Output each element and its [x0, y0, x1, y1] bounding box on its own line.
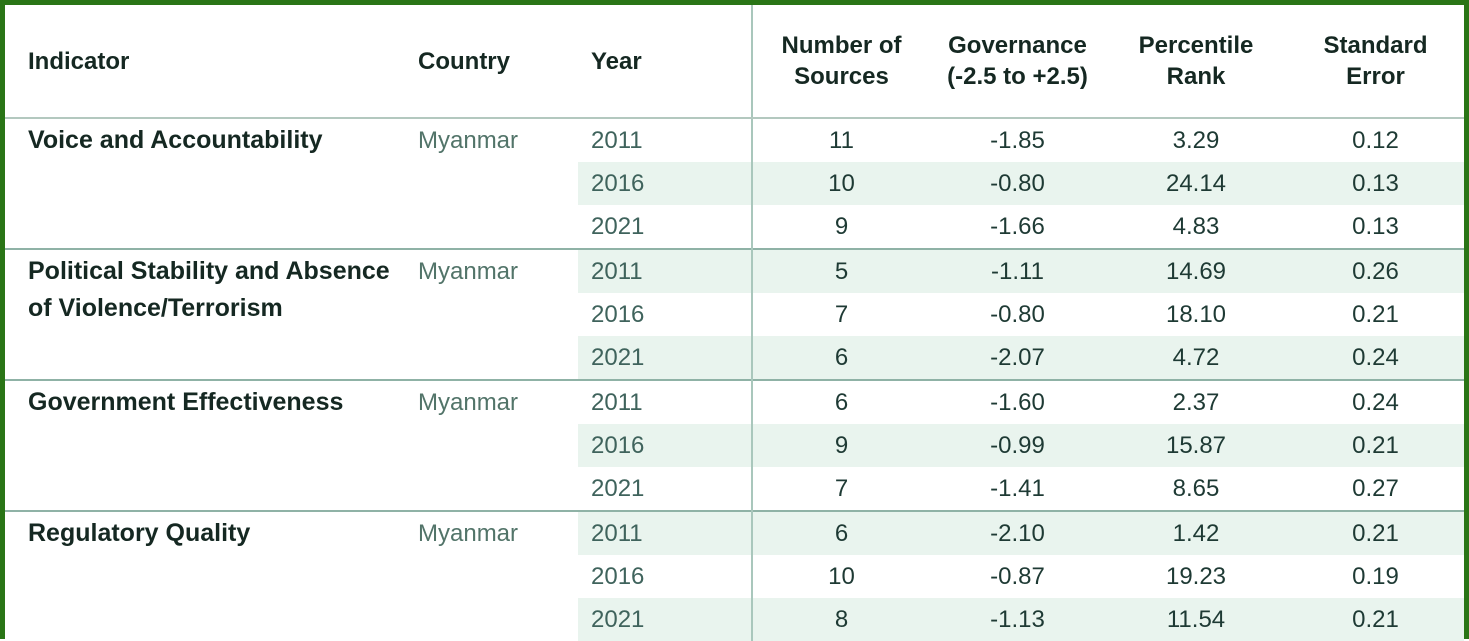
col-header-percentile-line2: Rank	[1166, 63, 1226, 90]
year-cell: 2016	[578, 162, 753, 205]
header-row: Indicator Country Year Number of Sources…	[5, 5, 1464, 119]
col-header-year: Year	[578, 5, 753, 119]
col-header-standard-error: Standard Error	[1287, 5, 1464, 119]
stderr-cell: 0.21	[1287, 598, 1464, 641]
governance-indicators-table: Indicator Country Year Number of Sources…	[5, 5, 1464, 641]
sources-cell: 8	[752, 598, 930, 641]
percentile-cell: 1.42	[1105, 510, 1287, 555]
stderr-cell: 0.21	[1287, 424, 1464, 467]
year-cell: 2021	[578, 205, 753, 249]
col-header-governance-line1: Governance	[948, 32, 1087, 59]
sources-cell: 10	[828, 562, 855, 590]
stderr-cell: 0.24	[1287, 336, 1464, 380]
year-cell: 2016	[578, 293, 753, 336]
year-cell: 2021	[578, 336, 753, 380]
col-header-country: Country	[410, 5, 578, 119]
percentile-cell: 24.14	[1105, 162, 1287, 205]
col-header-sources-line1: Number of	[781, 32, 902, 59]
sources-cell: 10	[752, 162, 930, 205]
stderr-cell: 0.13	[1352, 212, 1399, 240]
table-row: 2021 8 -1.13 11.54 0.21	[5, 598, 1464, 641]
governance-cell: -0.99	[930, 424, 1105, 467]
table-row: 2016 10 -0.80 24.14 0.13	[5, 162, 1464, 205]
percentile-cell: 11.54	[1105, 598, 1287, 641]
col-header-indicator: Indicator	[5, 5, 410, 119]
year-cell: 2011	[578, 379, 753, 424]
indicator-cell: Regulatory Quality	[5, 510, 410, 641]
table-row: 2021 6 -2.07 4.72 0.24	[5, 336, 1464, 380]
table-row: Political Stability and Absence of Viole…	[5, 248, 1464, 380]
stderr-cell: 0.21	[1352, 300, 1399, 328]
governance-cell: -0.87	[990, 562, 1045, 590]
stderr-cell: 0.26	[1287, 248, 1464, 293]
sources-cell: 9	[834, 212, 849, 240]
sources-cell: 7	[834, 300, 849, 328]
col-header-stderr-line1: Standard	[1323, 32, 1428, 59]
country-cell: Myanmar	[410, 379, 578, 511]
year-cell: 2011	[578, 510, 753, 555]
percentile-cell: 3.29	[1172, 126, 1220, 154]
governance-cell: -1.85	[990, 126, 1045, 154]
indicator-cell: Voice and Accountability	[5, 118, 410, 249]
governance-cell: -1.41	[990, 474, 1045, 502]
sources-cell: 7	[834, 474, 849, 502]
governance-cell: -1.66	[990, 212, 1045, 240]
col-header-governance-line2: (-2.5 to +2.5)	[947, 63, 1088, 90]
table-row: 2021 9 -1.66 4.83 0.13	[5, 205, 1464, 249]
stderr-cell: 0.13	[1287, 162, 1464, 205]
sources-cell: 6	[752, 379, 930, 424]
stderr-cell: 0.27	[1352, 474, 1399, 502]
governance-cell: -1.11	[930, 248, 1105, 293]
table-row: 2016 7 -0.80 18.10 0.21	[5, 293, 1464, 336]
indicator-cell: Government Effectiveness	[5, 379, 410, 511]
col-header-governance: Governance (-2.5 to +2.5)	[930, 5, 1105, 119]
country-cell: Myanmar	[410, 510, 578, 641]
indicator-cell: Political Stability and Absence of Viole…	[5, 248, 410, 380]
governance-cell: -2.10	[930, 510, 1105, 555]
percentile-cell: 14.69	[1105, 248, 1287, 293]
year-cell: 2021	[578, 467, 753, 511]
sources-cell: 5	[752, 248, 930, 293]
sources-cell: 6	[752, 510, 930, 555]
year-cell: 2011	[578, 248, 753, 293]
year-cell: 2016	[578, 424, 753, 467]
country-cell: Myanmar	[410, 118, 578, 249]
stderr-cell: 0.19	[1352, 562, 1399, 590]
table-row: Regulatory Quality Myanmar 2011 6 -2.10 …	[5, 510, 1464, 641]
col-header-sources-line2: Sources	[794, 63, 889, 90]
col-header-stderr-line2: Error	[1346, 63, 1405, 90]
percentile-cell: 8.65	[1172, 474, 1220, 502]
governance-cell: -0.80	[930, 162, 1105, 205]
col-header-number-of-sources: Number of Sources	[752, 5, 930, 119]
table-row: 2021 7 -1.41 8.65 0.27	[5, 467, 1464, 511]
governance-cell: -1.13	[930, 598, 1105, 641]
sources-cell: 6	[752, 336, 930, 380]
table-row: 2016 10 -0.87 19.23 0.19	[5, 555, 1464, 598]
percentile-cell: 2.37	[1105, 379, 1287, 424]
sources-cell: 11	[829, 126, 854, 154]
governance-cell: -1.60	[930, 379, 1105, 424]
table-row: Government Effectiveness Myanmar 2011 6 …	[5, 379, 1464, 511]
year-cell: 2016	[578, 555, 753, 598]
percentile-cell: 4.72	[1105, 336, 1287, 380]
percentile-cell: 18.10	[1165, 300, 1227, 328]
governance-cell: -0.80	[990, 300, 1045, 328]
stderr-cell: 0.21	[1287, 510, 1464, 555]
year-cell: 2011	[578, 118, 753, 162]
col-header-percentile-line1: Percentile	[1138, 32, 1254, 59]
stderr-cell: 0.12	[1352, 126, 1399, 154]
table-row: 2016 9 -0.99 15.87 0.21	[5, 424, 1464, 467]
percentile-cell: 19.23	[1165, 562, 1227, 590]
col-header-percentile-rank: Percentile Rank	[1105, 5, 1287, 119]
governance-cell: -2.07	[930, 336, 1105, 380]
sources-cell: 9	[752, 424, 930, 467]
percentile-cell: 4.83	[1172, 212, 1220, 240]
stderr-cell: 0.24	[1287, 379, 1464, 424]
table-row: Voice and Accountability Myanmar 2011 11…	[5, 118, 1464, 249]
year-cell: 2021	[578, 598, 753, 641]
country-cell: Myanmar	[410, 248, 578, 380]
percentile-cell: 15.87	[1105, 424, 1287, 467]
